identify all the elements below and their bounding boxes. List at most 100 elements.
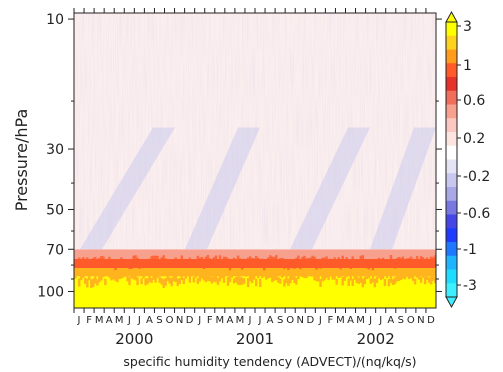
heatmap-cell: [98, 275, 101, 283]
heatmap-cell: [250, 275, 254, 284]
x-month-label: N: [297, 315, 304, 326]
heatmap-cell: [104, 259, 107, 266]
heatmap-cell: [148, 274, 151, 283]
heatmap-cell: [277, 277, 280, 283]
heatmap-cell: [319, 262, 322, 269]
colorbar-swatch: [446, 145, 457, 160]
heatmap-cell: [92, 257, 95, 263]
heatmap-cell: [413, 278, 417, 285]
heatmap-cell: [307, 258, 310, 265]
heatmap-cell: [242, 258, 246, 266]
heatmap-cell: [196, 255, 200, 261]
heatmap-cell: [236, 276, 240, 285]
heatmap-cell: [196, 278, 200, 284]
heatmap-cell: [373, 260, 377, 266]
heatmap-cell: [409, 272, 413, 279]
heatmap-cell: [176, 259, 179, 266]
heatmap-cell: [363, 276, 367, 285]
colorbar-swatch: [446, 22, 457, 37]
heatmap-cell: [74, 262, 77, 267]
heatmap-cell: [259, 260, 262, 266]
heatmap-cell: [234, 262, 238, 267]
heatmap-cell: [259, 278, 262, 288]
heatmap-cell: [255, 255, 258, 263]
colorbar-label: 1: [463, 58, 472, 74]
colorbar-label: 0.2: [463, 131, 485, 147]
y-axis: 10 30 50 70 100: [37, 12, 442, 300]
heatmap-cell: [417, 271, 421, 280]
heatmap-cell: [160, 257, 163, 262]
heatmap-cell: [279, 278, 282, 284]
heatmap-cell: [160, 278, 163, 285]
heatmap-cell: [232, 278, 236, 284]
heatmap-cell: [377, 257, 381, 263]
heatmap-cell: [134, 272, 137, 281]
x-month-label: S: [398, 315, 404, 326]
x-month-label: J: [368, 315, 372, 326]
heatmap-cell: [403, 259, 407, 264]
heatmap-cell: [106, 270, 109, 276]
heatmap-cell: [98, 258, 101, 265]
heatmap-cell: [78, 278, 81, 287]
heatmap-cell: [415, 255, 419, 264]
heatmap-cell: [321, 275, 324, 282]
heatmap-cell: [122, 270, 125, 278]
heatmap-cell: [367, 261, 371, 270]
heatmap-cell: [158, 259, 161, 265]
colorbar-swatch: [446, 132, 457, 147]
heatmap-cell: [150, 277, 153, 283]
heatmap-cell: [172, 275, 175, 282]
colorbar-top-arrow: [445, 10, 458, 23]
colorbar-swatch: [446, 173, 457, 188]
heatmap-cell: [329, 270, 332, 277]
heatmap-cell: [134, 255, 137, 262]
heatmap-cell: [238, 258, 242, 265]
heatmap-cell: [395, 258, 399, 265]
colorbar-swatch: [446, 228, 457, 243]
heatmap-cell: [240, 262, 244, 270]
heatmap-cell: [331, 260, 334, 267]
heatmap-cell: [405, 258, 409, 265]
heatmap-cell: [116, 260, 119, 266]
x-month-label: F: [328, 315, 334, 326]
heatmap-cell: [285, 276, 288, 284]
heatmap-cell: [240, 277, 244, 285]
heatmap-cell: [140, 262, 143, 268]
colorbar-label: -0.2: [463, 169, 490, 185]
heatmap-cell: [269, 255, 272, 263]
colorbar-label: -1: [463, 242, 477, 258]
heatmap-cell: [267, 257, 270, 264]
heatmap-cell: [283, 261, 286, 269]
heatmap-cell: [269, 271, 272, 278]
heatmap-cell: [84, 277, 87, 284]
heatmap-cell: [273, 271, 276, 281]
heatmap-cell: [142, 272, 145, 279]
heatmap-cell: [397, 275, 401, 282]
heatmap-cell: [164, 258, 167, 265]
y-tick-label: 100: [37, 284, 64, 300]
heatmap-cell: [415, 271, 419, 278]
heatmap-cell: [184, 260, 188, 269]
y-tick-label: 70: [46, 242, 64, 258]
heatmap-cell: [74, 270, 77, 279]
heatmap-cell: [132, 272, 135, 280]
heatmap-cell: [293, 276, 296, 283]
colorbar-swatch: [446, 187, 457, 202]
heatmap-cell: [192, 276, 196, 283]
heatmap-cell: [154, 255, 157, 261]
heatmap-cell: [341, 255, 344, 262]
heatmap-cell: [246, 278, 250, 288]
x-month-label: J: [127, 315, 131, 326]
heatmap-cell: [429, 256, 433, 265]
colorbar: 3 1 0.6 0.2 -0.2 -0.6 -1 -3: [445, 10, 490, 309]
heatmap-cell: [345, 257, 348, 265]
heatmap-cell: [369, 278, 373, 284]
heatmap-cell: [369, 260, 373, 268]
heatmap-cell: [126, 260, 129, 265]
heatmap-cell: [343, 260, 346, 266]
heatmap-cell: [80, 272, 83, 281]
heatmap-cell: [190, 269, 194, 277]
x-year-label: 2000: [115, 330, 153, 348]
